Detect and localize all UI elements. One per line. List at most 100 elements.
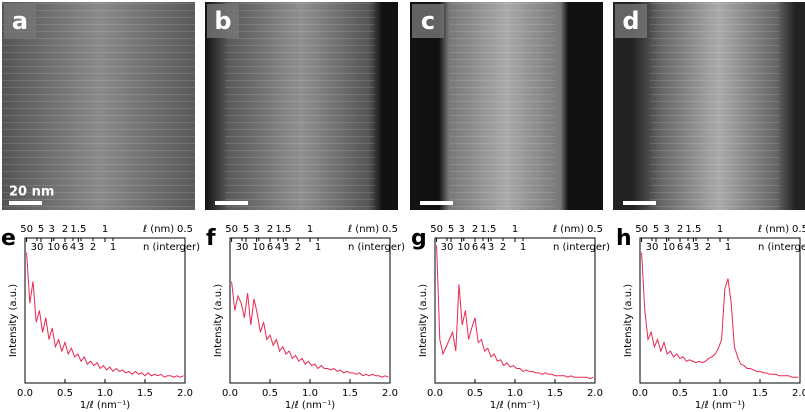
x-tick-label: 2.0 xyxy=(587,388,603,399)
top-tick-label: 2 xyxy=(62,224,68,235)
top-tick-label: 50 xyxy=(225,224,238,235)
x-tick-label: 1.5 xyxy=(137,388,153,399)
top-axis-label: ℓ (nm) xyxy=(553,224,584,235)
top-tick-label: 5 xyxy=(653,224,659,235)
top-tick-label: 50 xyxy=(20,224,33,235)
x-tick-label: 1.0 xyxy=(302,388,318,399)
top-tick-label: 3 xyxy=(663,224,669,235)
n-tick-label: 1 xyxy=(110,242,116,253)
y-axis-label: Intensity (a.u.) xyxy=(418,284,429,357)
n-tick-label: 10 xyxy=(457,242,470,253)
n-tick-label: 6 xyxy=(267,242,273,253)
y-axis-label: Intensity (a.u.) xyxy=(623,284,634,357)
n-tick-label: 10 xyxy=(662,242,675,253)
top-tick-label: 2 xyxy=(267,224,273,235)
top-tick-label: 1 xyxy=(512,224,518,235)
n-tick-label: 10 xyxy=(47,242,60,253)
top-tick-label: 5 xyxy=(448,224,454,235)
panel-label: f xyxy=(206,226,216,251)
top-axis-label: ℓ (nm) xyxy=(758,224,789,235)
x-axis-label: 1/ℓ (nm⁻¹) xyxy=(695,400,745,411)
top-tick-label: 0.5 xyxy=(382,224,398,235)
x-tick-label: 0.5 xyxy=(262,388,278,399)
x-tick-label: 0.0 xyxy=(17,388,33,399)
n-tick-label: 30 xyxy=(646,242,659,253)
x-tick-label: 0.0 xyxy=(222,388,238,399)
plot-frame xyxy=(229,237,391,384)
plot-frame xyxy=(639,237,801,384)
top-tick-label: 1 xyxy=(717,224,723,235)
n-tick-label: 4 xyxy=(275,242,281,253)
n-tick-label: 2 xyxy=(295,242,301,253)
n-tick-label: 4 xyxy=(70,242,76,253)
n-tick-label: 3 xyxy=(78,242,84,253)
x-axis-label: 1/ℓ (nm⁻¹) xyxy=(490,400,540,411)
top-tick-label: 2 xyxy=(677,224,683,235)
scale-bars xyxy=(9,201,656,205)
spectrum-line xyxy=(641,252,799,378)
n-tick-label: 30 xyxy=(236,242,249,253)
top-tick-label: 0.5 xyxy=(177,224,193,235)
top-tick-label: 3 xyxy=(253,224,259,235)
n-tick-label: 4 xyxy=(480,242,486,253)
image-label: b xyxy=(214,7,231,35)
x-tick-label: 1.0 xyxy=(97,388,113,399)
image-labels: a b c d xyxy=(4,4,647,38)
top-tick-label: 5 xyxy=(38,224,44,235)
image-label: d xyxy=(622,7,639,35)
top-tick-label: 5 xyxy=(243,224,249,235)
x-tick-label: 0.0 xyxy=(427,388,443,399)
n-axis-label: n (interger) xyxy=(348,242,405,253)
n-tick-label: 1 xyxy=(725,242,731,253)
top-tick-label: 3 xyxy=(48,224,54,235)
x-tick-label: 1.0 xyxy=(507,388,523,399)
n-tick-label: 6 xyxy=(472,242,478,253)
top-tick-label: 3 xyxy=(458,224,464,235)
n-tick-label: 3 xyxy=(488,242,494,253)
plot-frame xyxy=(24,237,186,384)
image-c xyxy=(410,2,603,210)
n-axis-label: n (interger) xyxy=(758,242,805,253)
x-tick-label: 0.5 xyxy=(467,388,483,399)
x-tick-label: 1.5 xyxy=(342,388,358,399)
panel-label: g xyxy=(411,226,427,251)
n-tick-label: 2 xyxy=(500,242,506,253)
n-tick-label: 30 xyxy=(31,242,44,253)
n-tick-label: 2 xyxy=(705,242,711,253)
n-axis-label: n (interger) xyxy=(553,242,610,253)
n-tick-label: 3 xyxy=(693,242,699,253)
n-axis-label: n (interger) xyxy=(143,242,200,253)
n-tick-label: 6 xyxy=(677,242,683,253)
n-tick-label: 2 xyxy=(90,242,96,253)
image-d xyxy=(613,2,805,210)
x-tick-label: 0.0 xyxy=(632,388,648,399)
x-tick-label: 0.5 xyxy=(57,388,73,399)
n-tick-label: 1 xyxy=(315,242,321,253)
y-axis-label: Intensity (a.u.) xyxy=(8,284,19,357)
y-axis-label: Intensity (a.u.) xyxy=(213,284,224,357)
x-tick-label: 2.0 xyxy=(382,388,398,399)
top-tick-label: 1.5 xyxy=(275,224,291,235)
top-tick-label: 1.5 xyxy=(70,224,86,235)
n-tick-label: 30 xyxy=(441,242,454,253)
n-tick-label: 3 xyxy=(283,242,289,253)
scale-bar-label: 20 nm xyxy=(9,185,54,200)
image-label: c xyxy=(421,7,435,35)
x-axis-label: 1/ℓ (nm⁻¹) xyxy=(80,400,130,411)
spectrum-line xyxy=(231,281,389,378)
x-tick-label: 1.5 xyxy=(752,388,768,399)
x-tick-label: 2.0 xyxy=(792,388,805,399)
top-tick-label: 2 xyxy=(472,224,478,235)
top-axis-label: ℓ (nm) xyxy=(348,224,379,235)
x-tick-label: 1.0 xyxy=(712,388,728,399)
n-tick-label: 10 xyxy=(252,242,265,253)
spectrum-line xyxy=(436,245,594,380)
top-tick-label: 50 xyxy=(635,224,648,235)
x-tick-label: 0.5 xyxy=(672,388,688,399)
top-axis-label: ℓ (nm) xyxy=(143,224,174,235)
top-tick-label: 0.5 xyxy=(792,224,805,235)
top-tick-label: 50 xyxy=(430,224,443,235)
plot-frame xyxy=(434,237,596,384)
x-tick-label: 2.0 xyxy=(177,388,193,399)
